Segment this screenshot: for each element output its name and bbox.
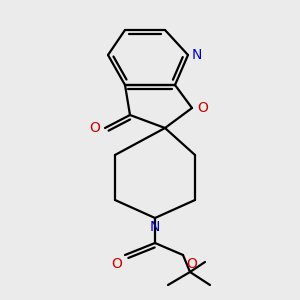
Text: N: N <box>150 220 160 234</box>
Text: O: O <box>111 257 122 271</box>
Text: O: O <box>186 257 197 271</box>
Text: N: N <box>192 48 202 62</box>
Text: O: O <box>89 121 100 135</box>
Text: O: O <box>197 101 208 115</box>
